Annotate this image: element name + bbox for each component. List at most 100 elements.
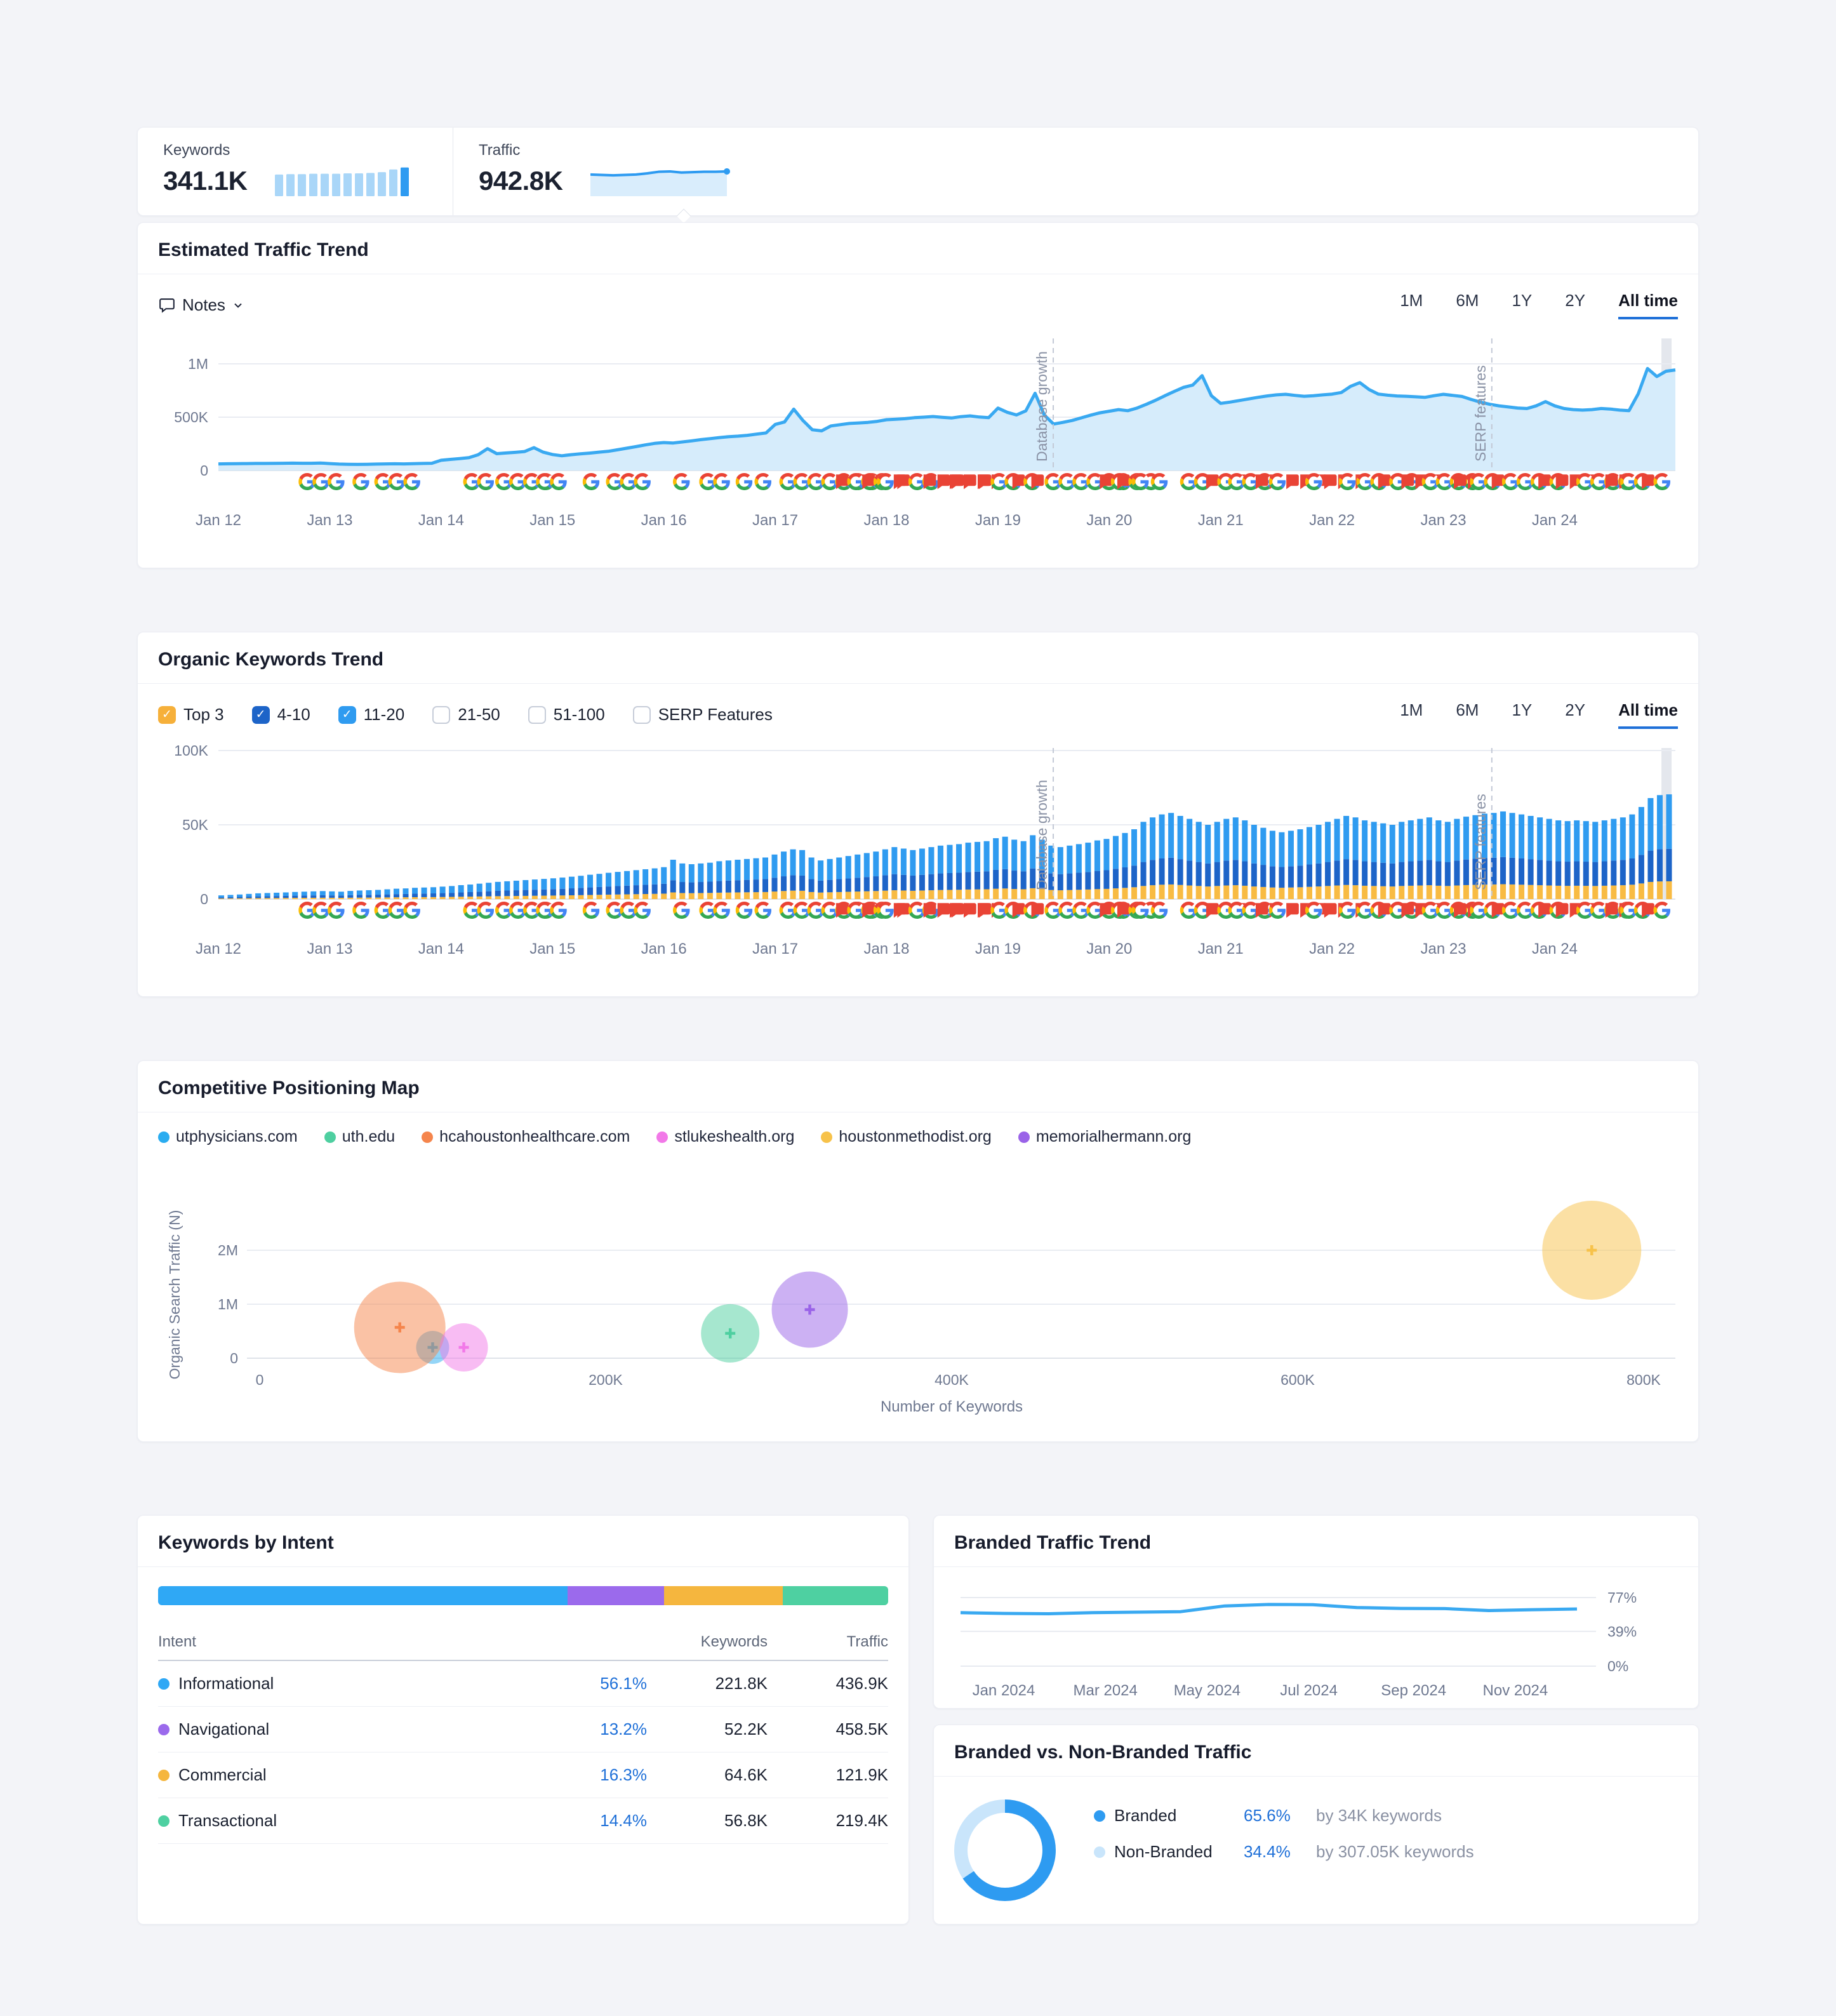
branded-split-donut[interactable] bbox=[954, 1799, 1056, 1901]
legend-item-houstonmethodist.org[interactable]: houstonmethodist.org bbox=[821, 1128, 992, 1146]
svg-text:Jan 20: Jan 20 bbox=[1086, 512, 1132, 529]
range-all-time[interactable]: All time bbox=[1618, 700, 1678, 729]
branded-split-header: Branded vs. Non-Branded Traffic bbox=[934, 1725, 1698, 1777]
range-2y[interactable]: 2Y bbox=[1565, 700, 1586, 719]
intent-percent-link[interactable]: 56.1% bbox=[600, 1674, 647, 1693]
filter-label: 4-10 bbox=[277, 705, 310, 724]
legend-item-memorialhermann.org[interactable]: memorialhermann.org bbox=[1018, 1128, 1192, 1146]
intent-dot bbox=[158, 1769, 170, 1781]
keywords-metric[interactable]: Keywords 341.1K bbox=[138, 128, 453, 215]
svg-text:Jan 15: Jan 15 bbox=[529, 512, 575, 529]
split-dot bbox=[1094, 1810, 1105, 1822]
branded-trend-chart[interactable]: 77% 39% 0% Jan 2024 Mar 2024 May 2024 Jul 2024… bbox=[952, 1571, 1679, 1702]
intent-bar-segment-informational[interactable] bbox=[158, 1586, 568, 1605]
split-percent-link[interactable]: 34.4% bbox=[1244, 1842, 1291, 1861]
filter-label: 21-50 bbox=[458, 705, 500, 724]
legend-item-utphysicians.com[interactable]: utphysicians.com bbox=[158, 1128, 298, 1146]
range-1y[interactable]: 1Y bbox=[1512, 700, 1533, 719]
range-1m[interactable]: 1M bbox=[1400, 700, 1423, 719]
traffic-range-selector: 1M 6M 1Y 2Y All time bbox=[1400, 291, 1678, 319]
range-1y[interactable]: 1Y bbox=[1512, 291, 1533, 310]
range-2y[interactable]: 2Y bbox=[1565, 291, 1586, 310]
filter-serp-features[interactable]: SERP Features bbox=[632, 705, 773, 724]
intent-row-informational: Informational 56.1% 221.8K 436.9K bbox=[158, 1661, 888, 1707]
svg-text:SERP features: SERP features bbox=[1472, 794, 1489, 890]
legend-item-hcahoustonhealthcare.com[interactable]: hcahoustonhealthcare.com bbox=[422, 1128, 630, 1146]
keywords-metric-label: Keywords bbox=[163, 142, 230, 159]
svg-text:Jan 21: Jan 21 bbox=[1198, 512, 1244, 529]
intent-percent-link[interactable]: 13.2% bbox=[600, 1719, 647, 1739]
branded-trend-card: Branded Traffic Trend 77% 39% 0% Jan 2024 Ma… bbox=[933, 1515, 1699, 1709]
keywords-col-header: Keywords bbox=[700, 1633, 768, 1650]
checkbox-icon bbox=[632, 705, 651, 724]
svg-text:Database growth: Database growth bbox=[1034, 351, 1050, 462]
range-1m[interactable]: 1M bbox=[1400, 291, 1423, 310]
traffic-trend-chart[interactable]: 1M 500K 0 Database growth SERP features Jan 1… bbox=[158, 324, 1679, 548]
legend-domain-label: memorialhermann.org bbox=[1035, 1128, 1192, 1145]
keywords-trend-title: Organic Keywords Trend bbox=[158, 649, 384, 670]
keywords-sparkline bbox=[275, 167, 409, 196]
filter-top-3[interactable]: ✓ Top 3 bbox=[158, 705, 224, 724]
legend-dot bbox=[821, 1131, 833, 1143]
note-icon bbox=[159, 298, 175, 313]
split-label: Non-Branded bbox=[1114, 1842, 1213, 1861]
intent-label: Commercial bbox=[158, 1765, 539, 1785]
svg-text:Jan 16: Jan 16 bbox=[641, 512, 687, 529]
intent-label: Transactional bbox=[158, 1811, 539, 1831]
branded-trend-title: Branded Traffic Trend bbox=[954, 1532, 1152, 1553]
intent-distribution-bar[interactable] bbox=[158, 1586, 888, 1605]
svg-text:Jan 17: Jan 17 bbox=[752, 512, 798, 529]
intent-label: Informational bbox=[158, 1674, 539, 1693]
filter-label: 11-20 bbox=[363, 705, 405, 724]
svg-text:39%: 39% bbox=[1607, 1623, 1637, 1639]
notes-label: Notes bbox=[182, 295, 225, 314]
notes-dropdown[interactable]: Notes bbox=[158, 295, 244, 315]
intent-keywords-value: 221.8K bbox=[715, 1674, 768, 1693]
svg-text:Jan 2024: Jan 2024 bbox=[973, 1682, 1035, 1699]
intent-traffic-value: 436.9K bbox=[835, 1674, 888, 1693]
svg-text:50K: 50K bbox=[182, 817, 209, 833]
filter-label: 51-100 bbox=[553, 705, 605, 724]
intent-bar-segment-navigational[interactable] bbox=[568, 1586, 664, 1605]
svg-text:0: 0 bbox=[200, 462, 208, 479]
svg-text:Jan 14: Jan 14 bbox=[418, 512, 464, 529]
svg-text:Jan 18: Jan 18 bbox=[863, 512, 909, 529]
filter-4-10[interactable]: ✓ 4-10 bbox=[251, 705, 310, 724]
svg-text:Jan 20: Jan 20 bbox=[1086, 940, 1132, 958]
filter-21-50[interactable]: 21-50 bbox=[432, 705, 500, 724]
svg-text:0: 0 bbox=[200, 891, 208, 907]
branded-split-title: Branded vs. Non-Branded Traffic bbox=[954, 1742, 1252, 1763]
range-6m[interactable]: 6M bbox=[1456, 291, 1479, 310]
legend-item-uth.edu[interactable]: uth.edu bbox=[324, 1128, 395, 1146]
filter-11-20[interactable]: ✓ 11-20 bbox=[338, 705, 405, 724]
intent-percent-link[interactable]: 14.4% bbox=[600, 1811, 647, 1830]
intent-dot bbox=[158, 1723, 170, 1735]
checkbox-icon bbox=[432, 705, 451, 724]
intent-keywords-value: 52.2K bbox=[724, 1719, 768, 1739]
legend-dot bbox=[1018, 1131, 1030, 1143]
legend-domain-label: houstonmethodist.org bbox=[839, 1128, 992, 1145]
legend-domain-label: stlukeshealth.org bbox=[674, 1128, 795, 1145]
svg-text:SERP features: SERP features bbox=[1472, 365, 1489, 462]
intent-keywords-value: 56.8K bbox=[724, 1811, 768, 1830]
svg-text:2M: 2M bbox=[218, 1242, 238, 1258]
filter-51-100[interactable]: 51-100 bbox=[528, 705, 605, 724]
traffic-trend-card: Estimated Traffic Trend Notes 1M 6M 1Y 2Y Al… bbox=[137, 222, 1699, 568]
range-6m[interactable]: 6M bbox=[1456, 700, 1479, 719]
positioning-map-chart[interactable]: 0 1M 2M 0 200K 400K 600K 800K Number of Keywords… bbox=[158, 1149, 1679, 1422]
intent-bar-segment-transactional[interactable] bbox=[783, 1586, 888, 1605]
split-percent-link[interactable]: 65.6% bbox=[1244, 1806, 1291, 1825]
legend-item-stlukeshealth.org[interactable]: stlukeshealth.org bbox=[656, 1128, 794, 1146]
filter-label: SERP Features bbox=[658, 705, 773, 724]
traffic-metric[interactable]: Traffic 942.8K bbox=[453, 128, 1698, 215]
intent-bar-segment-commercial[interactable] bbox=[663, 1586, 783, 1605]
keywords-trend-chart[interactable]: 100K 50K 0 Database growth SERP features Jan … bbox=[158, 734, 1679, 977]
intent-dot bbox=[158, 1678, 170, 1690]
intent-col-header: Intent bbox=[158, 1633, 197, 1650]
branded-split-card: Branded vs. Non-Branded Traffic Branded 6… bbox=[933, 1725, 1699, 1925]
svg-text:Database growth: Database growth bbox=[1034, 780, 1050, 890]
intent-row-navigational: Navigational 13.2% 52.2K 458.5K bbox=[158, 1707, 888, 1752]
svg-text:Jan 17: Jan 17 bbox=[752, 940, 798, 958]
range-all-time[interactable]: All time bbox=[1618, 291, 1678, 319]
intent-percent-link[interactable]: 16.3% bbox=[600, 1765, 647, 1784]
